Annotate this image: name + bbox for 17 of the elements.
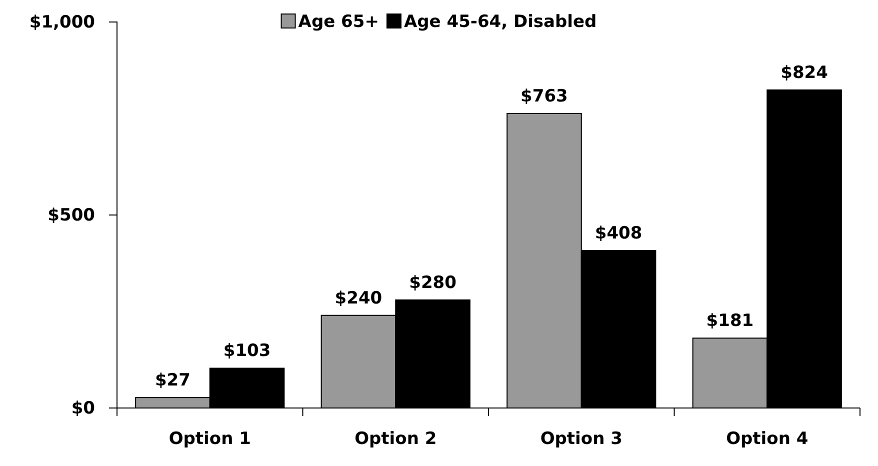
data-label: $824 xyxy=(780,62,828,83)
x-tick-label: Option 4 xyxy=(726,429,808,449)
data-label: $103 xyxy=(223,341,271,362)
data-label: $408 xyxy=(594,224,642,244)
data-label: $280 xyxy=(409,272,457,293)
data-label: $763 xyxy=(520,86,568,106)
x-tick-label: Option 3 xyxy=(540,429,622,449)
y-tick-label: $1,000 xyxy=(29,12,96,32)
data-label: $181 xyxy=(706,311,754,332)
y-tick-label: $0 xyxy=(71,398,96,418)
data-label: $27 xyxy=(154,370,190,391)
legend-label: Age 45-64, Disabled xyxy=(404,12,597,32)
data-label: $240 xyxy=(334,288,382,308)
x-tick-label: Option 2 xyxy=(354,429,437,449)
y-tick-label: $500 xyxy=(48,205,96,226)
legend-label: Age 65+ xyxy=(298,12,379,32)
x-tick-label: Option 1 xyxy=(168,429,251,449)
